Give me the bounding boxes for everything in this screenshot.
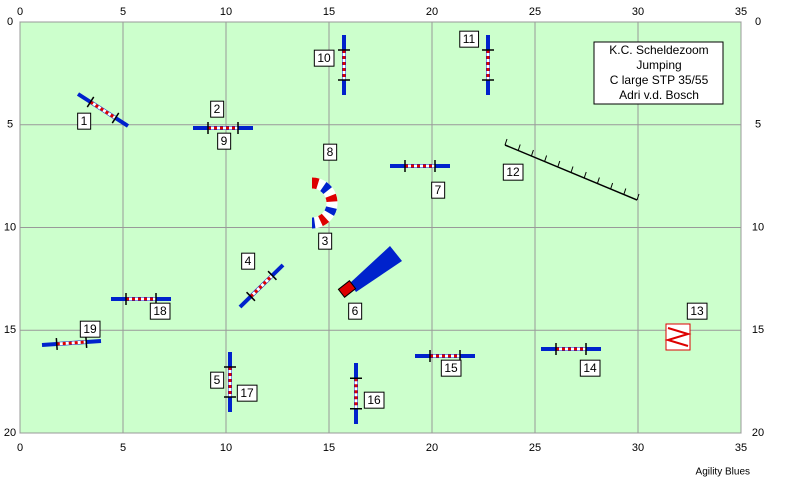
jump-bar-stripes <box>56 340 87 346</box>
long-jump-tick <box>596 177 600 184</box>
label-box <box>210 100 225 118</box>
info-line: C large STP 35/55 <box>610 73 709 87</box>
y-tick-label: 0 <box>7 16 13 28</box>
y-tick-label: 20 <box>4 427 16 439</box>
info-line: K.C. Scheldezoom <box>609 43 708 57</box>
label-box <box>459 30 480 48</box>
label-box <box>217 132 232 150</box>
label-box <box>313 49 335 67</box>
footer: Agility Blues <box>696 467 750 478</box>
x-tick-label: 35 <box>735 442 747 454</box>
info-line: Jumping <box>636 58 681 72</box>
jump-bar-stripes <box>249 274 274 298</box>
obstacle-number: 10 <box>317 51 331 65</box>
long-jump-tick <box>504 138 508 146</box>
obstacle-number: 5 <box>214 373 221 387</box>
y-tick-label: 15 <box>752 324 764 336</box>
x-tick-label: 5 <box>120 6 126 18</box>
obstacle-number: 13 <box>690 304 704 318</box>
x-tick-label: 10 <box>220 442 232 454</box>
y-tick-label: 10 <box>752 221 764 233</box>
jump-post <box>86 96 95 108</box>
x-tick-label: 15 <box>323 442 335 454</box>
x-tick-label: 0 <box>17 442 23 454</box>
obstacle-number: 7 <box>435 183 442 197</box>
x-tick-label: 10 <box>220 6 232 18</box>
obstacle-number: 2 <box>214 102 221 116</box>
x-tick-label: 20 <box>426 442 438 454</box>
long-jump-tick <box>623 188 627 195</box>
label-box <box>431 181 446 199</box>
y-tick-label: 15 <box>4 324 16 336</box>
obstacle-number: 17 <box>240 386 254 400</box>
long-jump-tick <box>610 182 614 190</box>
label-box <box>149 302 171 320</box>
label-box <box>579 359 601 377</box>
obstacles <box>41 35 692 424</box>
label-box <box>686 302 708 320</box>
obstacle-number: 6 <box>352 304 359 318</box>
x-tick-label: 25 <box>529 6 541 18</box>
obstacle-number: 14 <box>583 361 597 375</box>
info-line: Adri v.d. Bosch <box>619 88 699 102</box>
label-box <box>241 252 256 270</box>
x-tick-label: 0 <box>17 6 23 18</box>
jump-post <box>111 112 120 124</box>
label-box <box>318 232 333 250</box>
y-tick-label: 0 <box>755 16 761 28</box>
label-box <box>502 163 524 181</box>
spread-stripes <box>664 327 692 347</box>
obstacle-number: 16 <box>367 393 381 407</box>
long-jump-tick <box>544 155 548 162</box>
y-tick-label: 5 <box>755 119 761 131</box>
jump-post <box>85 335 88 349</box>
chute <box>350 246 402 292</box>
obstacle-number: 15 <box>444 361 458 375</box>
obstacle-number: 8 <box>327 145 334 159</box>
obstacle-number: 1 <box>81 114 88 128</box>
label-box <box>348 302 363 320</box>
y-tick-label: 10 <box>4 221 16 233</box>
obstacle-number: 18 <box>153 304 167 318</box>
obstacle-number: 12 <box>506 165 520 179</box>
chute-entry <box>337 280 357 298</box>
long-jump-tick <box>583 171 587 179</box>
jump-post <box>246 291 256 302</box>
jump-post <box>55 337 58 351</box>
x-tick-label: 15 <box>323 6 335 18</box>
obstacle-number: 11 <box>463 32 476 46</box>
obstacle-number: 19 <box>83 322 97 336</box>
x-tick-label: 25 <box>529 442 541 454</box>
x-tick-label: 5 <box>120 442 126 454</box>
long-jump-tick <box>530 149 534 157</box>
long-jump-tick <box>557 160 561 168</box>
label-box <box>210 371 225 389</box>
obstacle-labels: 1 2 9 10 11 12 7 8 3 4 6 18 19 5 17 16 1… <box>77 30 708 409</box>
y-tick-label: 5 <box>7 119 13 131</box>
obstacle-number: 3 <box>322 234 329 248</box>
long-jump-tick <box>517 144 521 151</box>
label-box <box>323 143 338 161</box>
obstacle-number: 4 <box>245 254 252 268</box>
long-jump-tick <box>570 166 574 173</box>
long-jump-tick <box>636 193 640 201</box>
x-tick-label: 20 <box>426 6 438 18</box>
y-tick-label: 20 <box>752 427 764 439</box>
grid <box>19 21 742 434</box>
tunnel <box>311 177 338 229</box>
info-box <box>593 41 724 105</box>
obstacle-number: 9 <box>221 134 228 148</box>
label-box <box>440 359 462 377</box>
label-box <box>236 384 258 402</box>
x-tick-label: 30 <box>632 6 644 18</box>
label-box <box>363 391 385 409</box>
label-box <box>77 112 92 130</box>
x-tick-label: 35 <box>735 6 747 18</box>
jump-post <box>267 270 277 281</box>
x-tick-label: 30 <box>632 442 644 454</box>
jump-bar-stripes <box>89 100 117 120</box>
label-box <box>79 320 101 338</box>
